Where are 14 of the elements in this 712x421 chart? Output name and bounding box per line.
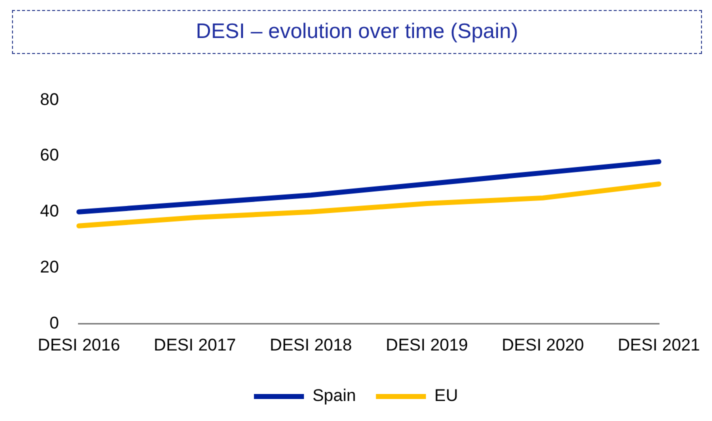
x-tick-label: DESI 2021 — [618, 335, 700, 354]
y-tick-label: 40 — [40, 202, 59, 221]
legend-label: EU — [434, 386, 458, 406]
x-tick-label: DESI 2018 — [270, 335, 352, 354]
x-tick-label: DESI 2020 — [502, 335, 584, 354]
y-tick-label: 80 — [40, 90, 59, 109]
y-tick-label: 20 — [40, 257, 59, 276]
x-tick-label: DESI 2016 — [38, 335, 120, 354]
chart-title: DESI – evolution over time (Spain) — [12, 10, 702, 54]
x-tick-label: DESI 2017 — [154, 335, 236, 354]
y-tick-label: 60 — [40, 146, 59, 165]
legend-label: Spain — [312, 386, 356, 406]
x-tick-label: DESI 2019 — [386, 335, 468, 354]
y-tick-label: 0 — [49, 313, 59, 332]
